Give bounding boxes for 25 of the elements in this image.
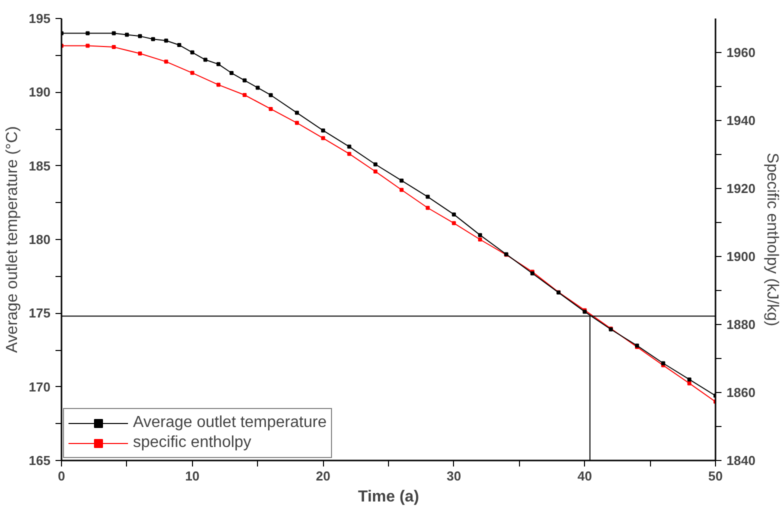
y-tick-label: 170	[28, 379, 51, 394]
y-tick-label: 175	[28, 306, 51, 321]
y-tick-label: 165	[28, 453, 51, 468]
y-axis-title: Average outlet temperature (°C)	[4, 126, 21, 353]
x-tick-label: 0	[58, 468, 66, 484]
y2-tick-label: 1940	[726, 113, 756, 128]
y-tick-label: 185	[28, 158, 51, 174]
y2-tick-label: 1920	[726, 181, 756, 196]
x-tick-label: 10	[185, 468, 200, 484]
x-tick-label: 40	[577, 468, 592, 484]
x-tick-label: 50	[708, 468, 723, 484]
y2-tick-label: 1880	[726, 317, 756, 332]
x-tick-label: 30	[446, 468, 462, 484]
x-tick-label: 20	[316, 468, 330, 484]
y2-tick-label: 1960	[726, 45, 756, 60]
legend-label: Average outlet temperature	[133, 414, 327, 432]
y-tick-label: 180	[28, 232, 51, 247]
legend-label: specific entholpy	[133, 434, 252, 452]
y2-axis-title: Specific entholpy (kJ/kg)	[763, 152, 780, 326]
y2-tick-label: 1860	[726, 385, 756, 400]
y-tick-label: 195	[28, 11, 51, 26]
y-tick-label: 190	[28, 84, 51, 100]
y2-tick-label: 1840	[726, 453, 756, 468]
x-axis-title: Time (a)	[358, 488, 420, 506]
y2-tick-label: 1900	[726, 249, 756, 264]
